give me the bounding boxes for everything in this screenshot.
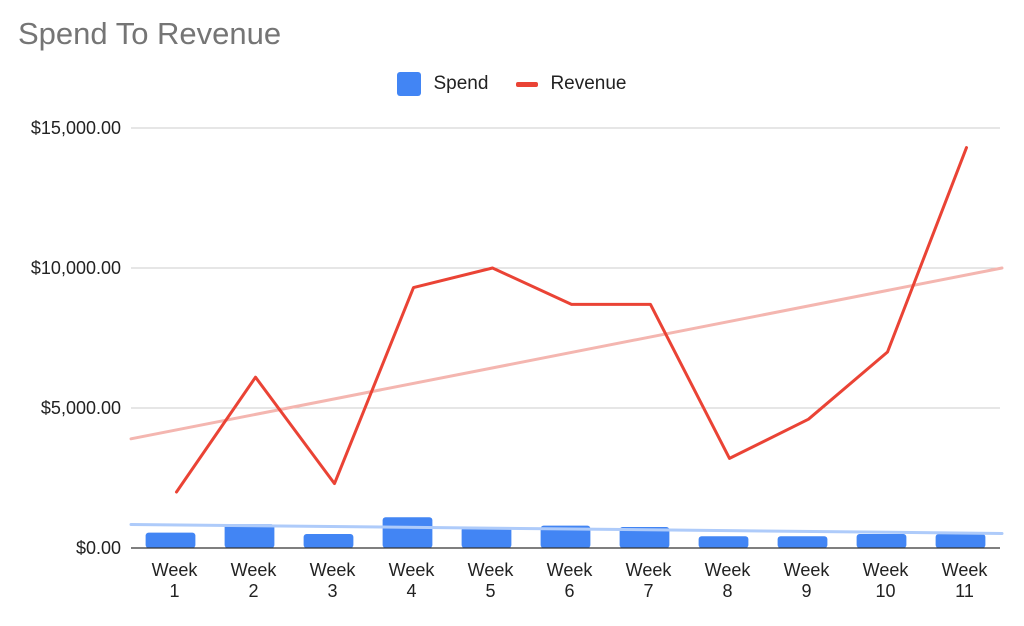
- x-tick-label-line: 7: [643, 581, 653, 601]
- legend-swatch-revenue: [516, 81, 539, 87]
- x-tick-label-line: 10: [875, 581, 895, 601]
- x-tick-label: Week 11: [942, 560, 989, 601]
- y-tick-label: $15,000.00: [31, 118, 121, 138]
- spend-bar: [540, 525, 591, 548]
- spend-trendline: [129, 522, 1004, 535]
- spend-bar: [856, 534, 907, 548]
- x-tick-label-line: 2: [248, 581, 258, 601]
- x-tick-label-line: 6: [564, 581, 574, 601]
- x-tick-label: Week 4: [389, 560, 436, 601]
- x-tick-label-line: Week: [626, 560, 673, 580]
- x-tick-label: Week 9: [784, 560, 831, 601]
- spend-bar: [935, 534, 986, 548]
- y-tick-label: $0.00: [76, 538, 121, 558]
- x-tick-label: Week 7: [626, 560, 673, 601]
- x-tick-label-line: Week: [784, 560, 831, 580]
- x-tick-label-line: 4: [406, 581, 416, 601]
- legend-item-spend: Spend: [397, 72, 488, 96]
- revenue-line: [175, 146, 968, 494]
- x-tick-label-line: Week: [231, 560, 278, 580]
- x-tick-label: Week 5: [468, 560, 515, 601]
- spend-bar: [224, 524, 275, 548]
- legend-label-revenue: Revenue: [550, 73, 627, 94]
- y-tick-label: $10,000.00: [31, 258, 121, 278]
- x-tick-label-line: Week: [863, 560, 910, 580]
- x-tick-label: Week 3: [310, 560, 357, 601]
- spend-bar: [461, 527, 512, 548]
- x-tick-label-line: Week: [468, 560, 515, 580]
- x-tick-label-line: 9: [801, 581, 811, 601]
- spend-bar: [777, 536, 828, 548]
- legend-label-spend: Spend: [433, 73, 489, 94]
- spend-bar: [303, 534, 354, 548]
- spend-bar: [145, 532, 196, 548]
- spend-bar: [619, 527, 670, 548]
- x-tick-label-line: 1: [169, 581, 179, 601]
- x-tick-label-line: Week: [310, 560, 357, 580]
- x-tick-label-line: 11: [955, 581, 974, 601]
- legend-swatch-spend: [397, 72, 422, 96]
- x-tick-label-line: 3: [327, 581, 337, 601]
- y-tick-label: $5,000.00: [41, 398, 121, 418]
- x-tick-label-line: Week: [547, 560, 594, 580]
- chart-title: Spend To Revenue: [18, 16, 282, 51]
- x-tick-label: Week 8: [705, 560, 752, 601]
- x-tick-label-line: 5: [485, 581, 495, 601]
- spend-bar: [698, 536, 749, 548]
- x-tick-label: Week 1: [152, 560, 199, 601]
- x-tick-label-line: Week: [152, 560, 199, 580]
- legend: Spend Revenue: [0, 72, 1024, 96]
- x-tick-label-line: Week: [942, 560, 989, 580]
- x-tick-label-line: Week: [705, 560, 752, 580]
- spend-bar: [382, 517, 433, 548]
- x-tick-label: Week 6: [547, 560, 594, 601]
- x-tick-label: Week 2: [231, 560, 278, 601]
- x-tick-label-line: 8: [722, 581, 732, 601]
- x-tick-label-line: Week: [389, 560, 436, 580]
- legend-item-revenue: Revenue: [516, 72, 627, 96]
- revenue-trendline: [129, 266, 1004, 441]
- x-tick-label: Week 10: [863, 560, 910, 601]
